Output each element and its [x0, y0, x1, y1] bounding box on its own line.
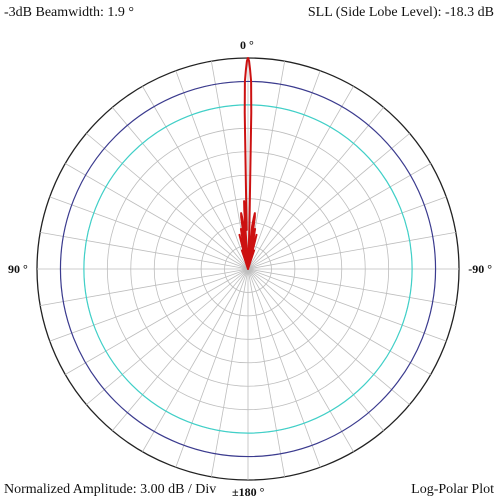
reference-circles [59, 80, 437, 458]
grid-spoke [247, 268, 410, 405]
grid-spoke [247, 268, 431, 375]
grid-spoke [40, 268, 249, 307]
grid-spoke [247, 268, 456, 307]
angle-label-bottom: ±180 ° [232, 485, 265, 499]
grid-spoke [175, 70, 249, 270]
grid-spoke [65, 163, 249, 270]
side-lobe-level-label: SLL (Side Lobe Level): -18.3 dB [307, 5, 494, 20]
angle-label-left: 90 ° [8, 262, 28, 276]
grid-spoke [142, 268, 249, 452]
grid-spoke [247, 268, 447, 342]
grid-spoke [175, 268, 249, 468]
grid-spoke [247, 196, 447, 270]
grid-spoke [247, 268, 286, 477]
grid-spoke [247, 133, 410, 270]
grid-spokes [37, 58, 459, 480]
grid-spoke [210, 268, 249, 477]
beamwidth-label: -3dB Beamwidth: 1.9 ° [4, 5, 135, 20]
plot-type-label: Log-Polar Plot [411, 482, 494, 497]
grid-spoke [112, 268, 249, 431]
grid-spoke [49, 196, 249, 270]
grid-spoke [247, 231, 456, 270]
grid-spoke [247, 268, 354, 452]
angle-label-right: -90 ° [468, 262, 492, 276]
angle-label-top: 0 ° [240, 38, 254, 52]
grid-spoke [247, 70, 321, 270]
grid-spoke [142, 86, 249, 270]
reference-circle [59, 80, 437, 458]
grid-spoke [86, 268, 249, 405]
amplitude-scale-label: Normalized Amplitude: 3.00 dB / Div [4, 482, 217, 497]
grid-spoke [247, 268, 384, 431]
reference-circle [83, 104, 413, 434]
grid-spoke [112, 107, 249, 270]
radiation-pattern-trace [238, 57, 258, 270]
grid-spoke [247, 107, 384, 270]
grid-spoke [49, 268, 249, 342]
grid-spoke [247, 268, 321, 468]
grid-spoke [40, 231, 249, 270]
grid-spoke [247, 163, 431, 270]
grid-spoke [247, 86, 354, 270]
grid-spoke [86, 133, 249, 270]
grid-spoke [65, 268, 249, 375]
